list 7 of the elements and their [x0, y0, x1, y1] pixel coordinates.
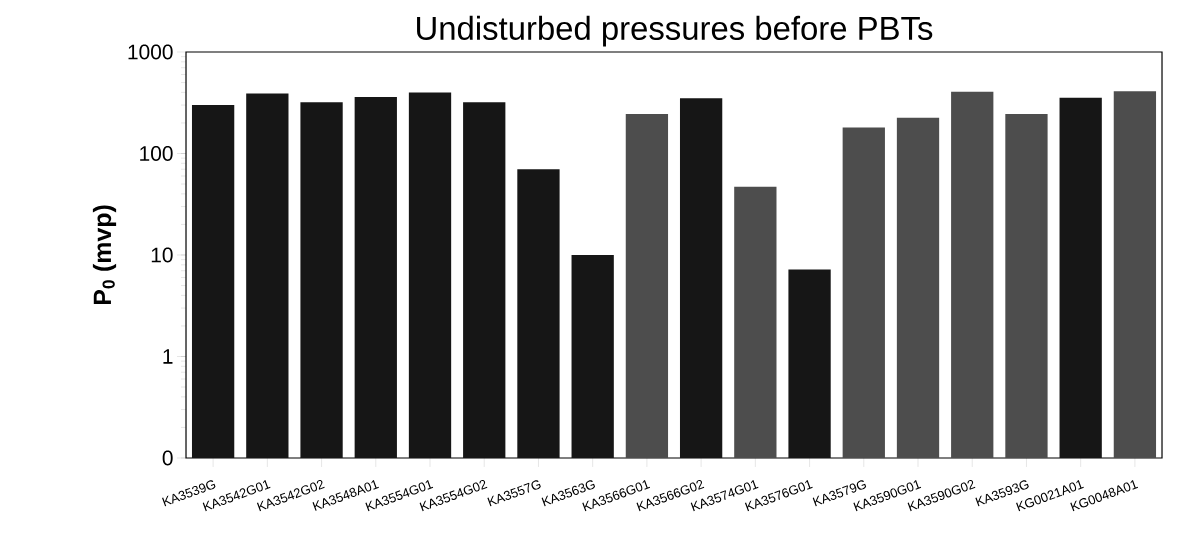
y-axis-title: P$_{0}$ (mvp) — [92, 205, 117, 305]
chart-title: Undisturbed pressures before PBTs — [417, 15, 933, 47]
y-tick-label: 1 — [163, 349, 173, 364]
y-tick-label: 100 — [140, 146, 173, 161]
y-tick-label: 10 — [151, 247, 173, 263]
y-tick-label: 0 — [162, 450, 173, 466]
y-tick-label: 1000 — [128, 44, 173, 60]
